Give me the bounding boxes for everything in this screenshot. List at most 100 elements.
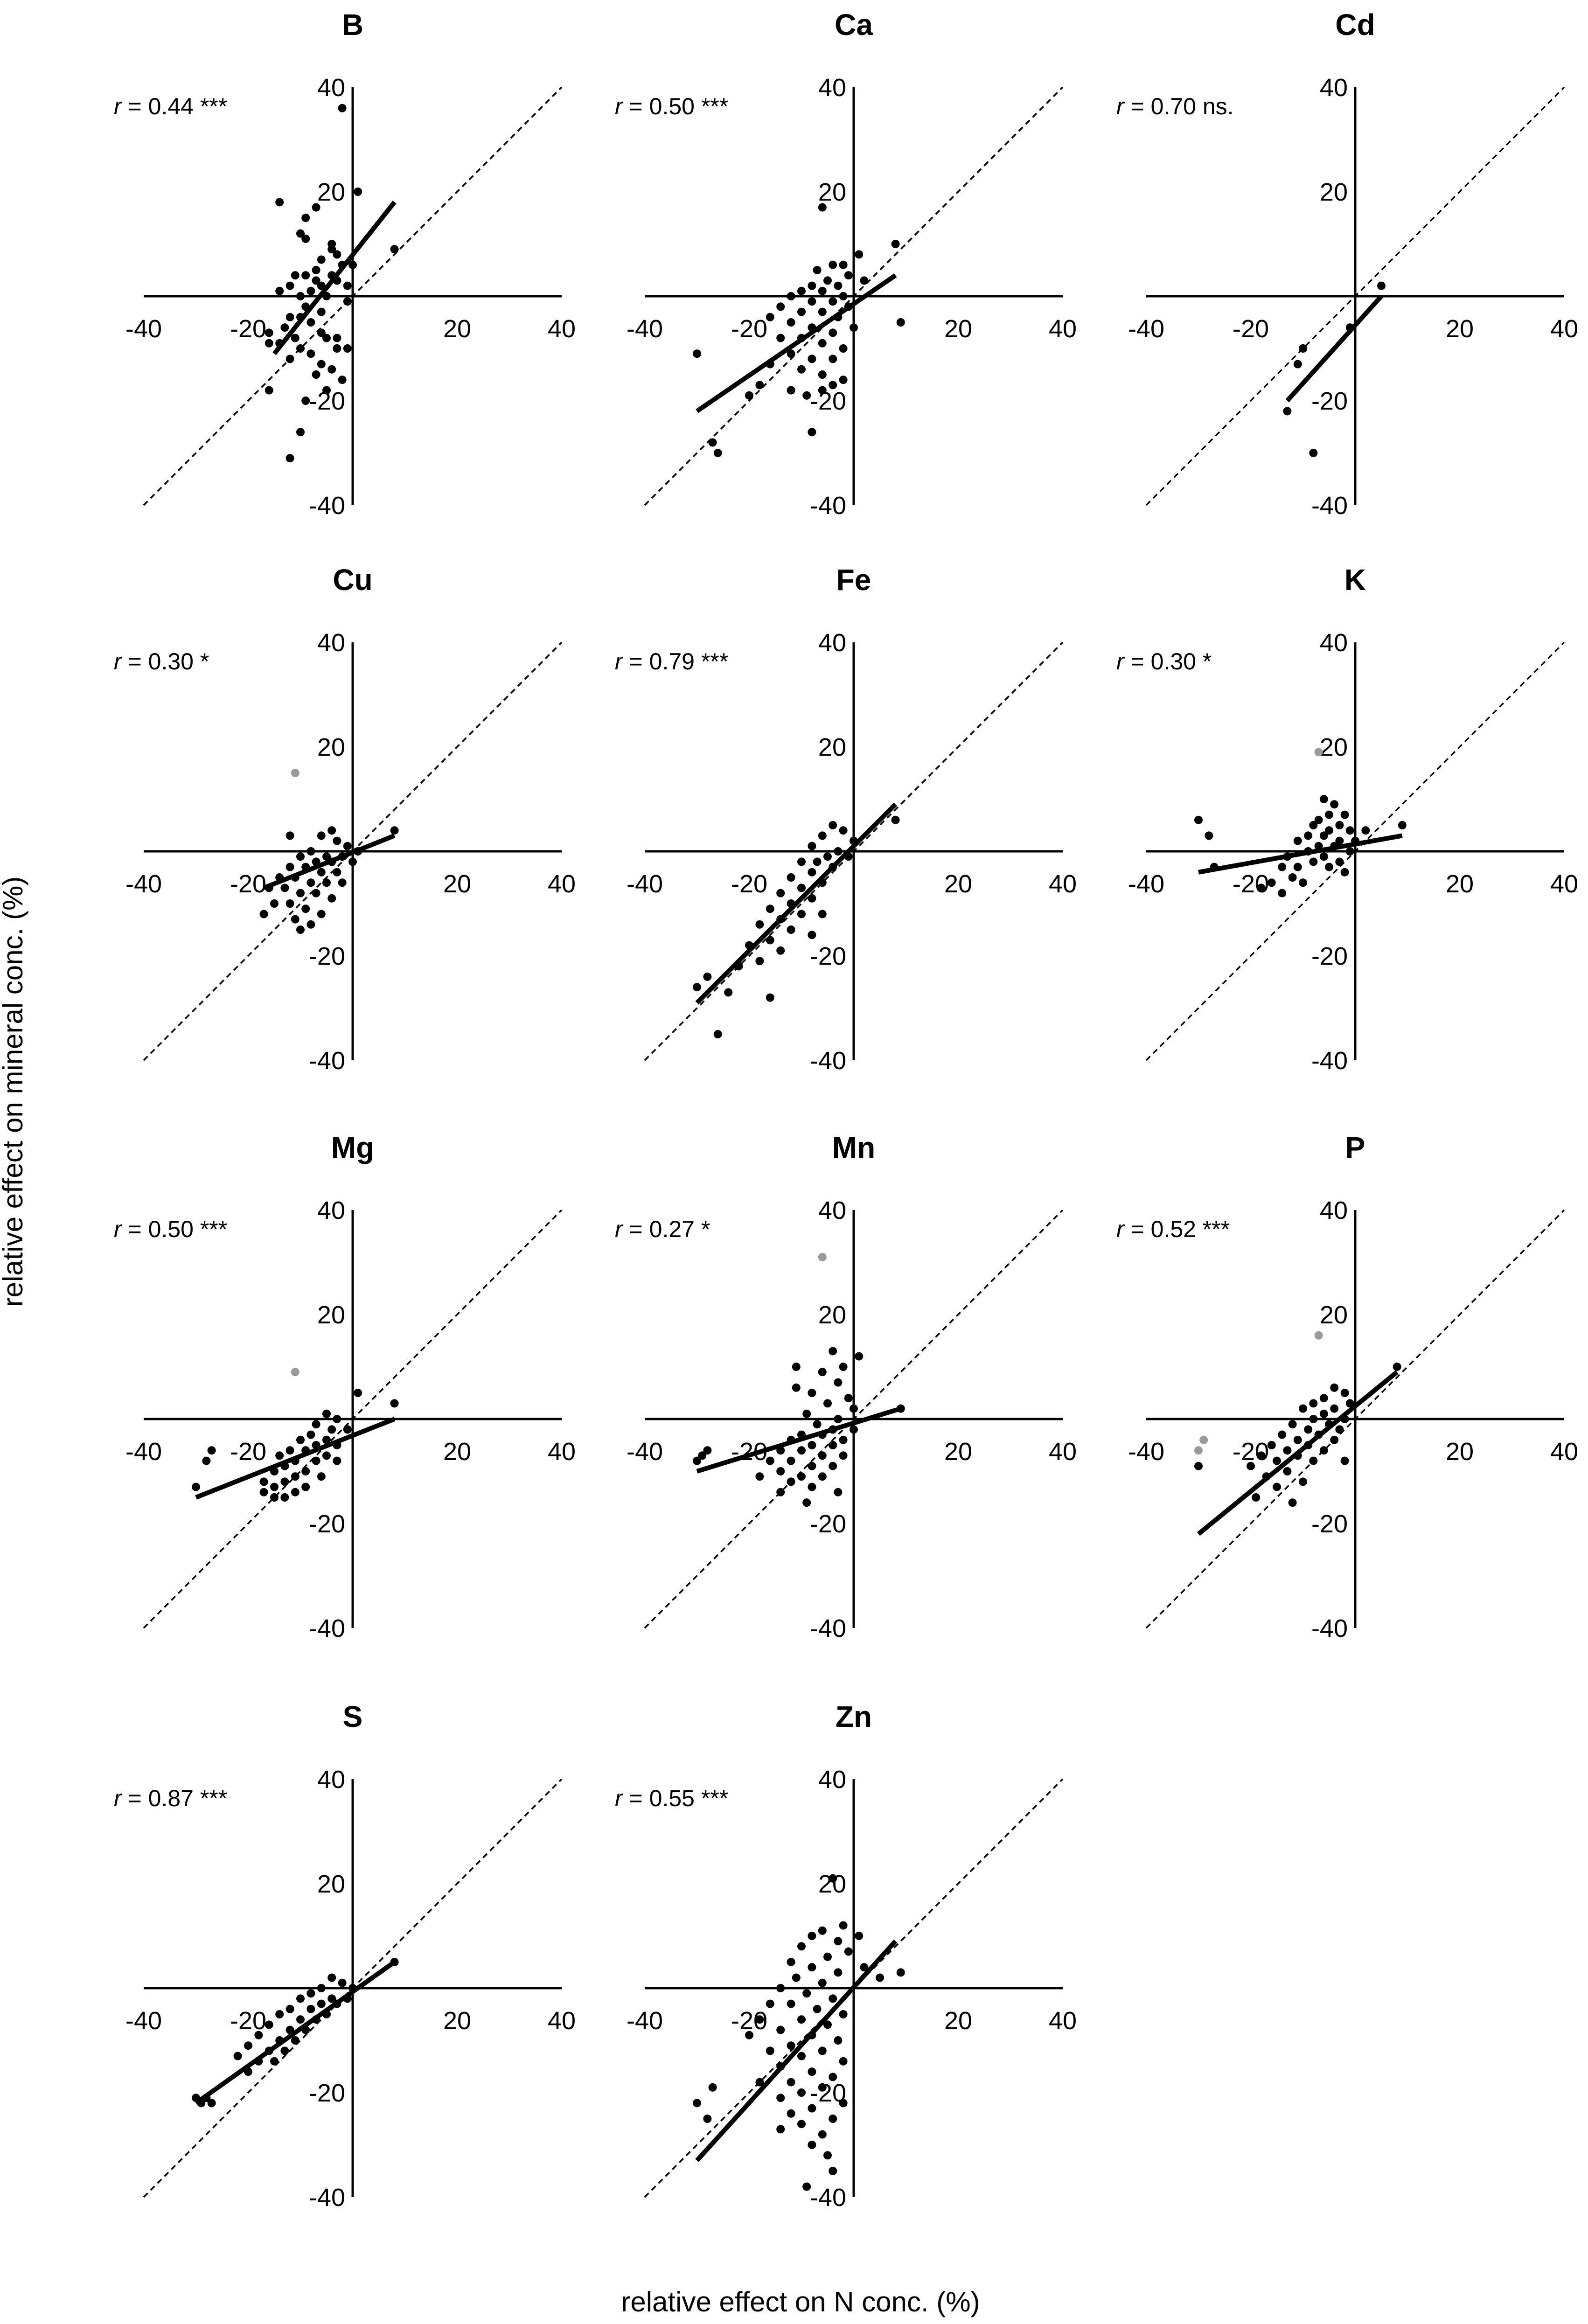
data-point bbox=[1309, 857, 1318, 866]
data-point bbox=[787, 349, 795, 358]
outlier-point bbox=[1199, 1435, 1208, 1444]
data-point bbox=[844, 271, 853, 280]
data-point bbox=[839, 2010, 848, 2018]
data-point bbox=[296, 428, 305, 437]
data-point bbox=[233, 2052, 242, 2060]
data-point bbox=[343, 344, 352, 353]
data-point bbox=[296, 229, 305, 238]
data-point bbox=[317, 1984, 326, 1992]
data-point bbox=[766, 905, 774, 913]
data-point bbox=[312, 276, 320, 285]
data-point bbox=[306, 349, 315, 358]
data-point bbox=[823, 2020, 832, 2029]
correlation-label: r = 0.87 *** bbox=[114, 1785, 227, 1811]
correlation-label: r = 0.52 *** bbox=[1116, 1216, 1230, 1242]
data-point bbox=[301, 214, 310, 222]
x-tick-label: -40 bbox=[627, 2007, 663, 2035]
data-point bbox=[343, 842, 352, 850]
data-point bbox=[348, 857, 357, 866]
data-point bbox=[808, 1461, 816, 1470]
data-point bbox=[834, 1488, 843, 1496]
data-point bbox=[317, 868, 326, 877]
x-tick-label: -20 bbox=[1233, 315, 1269, 343]
data-point bbox=[270, 1493, 279, 1502]
data-point bbox=[829, 2115, 837, 2123]
data-point bbox=[802, 1989, 811, 1998]
data-point bbox=[317, 910, 326, 918]
data-point bbox=[312, 203, 320, 212]
data-point bbox=[259, 910, 268, 918]
data-point bbox=[808, 931, 816, 939]
data-point bbox=[1314, 815, 1323, 824]
data-point bbox=[1340, 1389, 1349, 1397]
data-point bbox=[1398, 821, 1407, 829]
data-point bbox=[829, 328, 837, 337]
panel-title: Fe bbox=[836, 563, 871, 597]
data-point bbox=[1194, 1461, 1203, 1470]
x-tick-label: 20 bbox=[1446, 315, 1474, 343]
data-point bbox=[834, 1378, 843, 1387]
data-point bbox=[829, 355, 837, 363]
y-tick-label: -20 bbox=[1311, 387, 1348, 415]
panel-s: -40 -20 20 40 -40 -20 20 40 Sr = 0.87 *** bbox=[114, 1700, 576, 2212]
data-point bbox=[792, 1383, 801, 1392]
panel-p: -40 -20 20 40 -40 -20 20 40 Pr = 0.52 *** bbox=[1116, 1131, 1578, 1642]
data-point bbox=[860, 276, 869, 285]
data-point bbox=[850, 1425, 858, 1434]
data-point bbox=[333, 344, 341, 353]
data-point bbox=[713, 449, 722, 457]
data-point bbox=[834, 2036, 843, 2045]
data-point bbox=[755, 381, 764, 390]
data-point bbox=[291, 271, 299, 280]
regression-line bbox=[263, 833, 396, 891]
data-point bbox=[296, 2015, 305, 2024]
y-tick-label: 20 bbox=[317, 733, 345, 761]
correlation-label: r = 0.50 *** bbox=[114, 1216, 227, 1242]
y-tick-label: -20 bbox=[309, 1510, 345, 1538]
data-point bbox=[839, 1451, 848, 1460]
data-point bbox=[1319, 1409, 1328, 1418]
data-point bbox=[855, 250, 864, 259]
y-tick-label: 40 bbox=[818, 1766, 846, 1794]
data-point bbox=[1319, 795, 1328, 803]
data-point bbox=[818, 1451, 827, 1460]
panel-title: B bbox=[342, 8, 363, 42]
data-point bbox=[312, 889, 320, 898]
data-point bbox=[823, 1399, 832, 1408]
y-tick-label: -20 bbox=[309, 2079, 345, 2107]
x-tick-label: 20 bbox=[443, 2007, 471, 2035]
outlier-point bbox=[1314, 748, 1323, 757]
panel-title: S bbox=[343, 1700, 363, 1733]
regression-line bbox=[1285, 294, 1383, 403]
data-point bbox=[1257, 1451, 1266, 1460]
data-point bbox=[265, 386, 273, 395]
data-point bbox=[1299, 344, 1307, 353]
data-point bbox=[1278, 889, 1287, 898]
data-point bbox=[1330, 1404, 1339, 1413]
data-point bbox=[327, 245, 336, 254]
data-point bbox=[896, 1968, 905, 1977]
data-point bbox=[390, 1399, 399, 1408]
outlier-point bbox=[1194, 1446, 1203, 1455]
data-point bbox=[813, 2004, 822, 2013]
correlation-label: r = 0.30 * bbox=[114, 648, 209, 675]
data-point bbox=[296, 925, 305, 934]
data-point bbox=[286, 863, 294, 871]
data-point bbox=[1247, 1461, 1255, 1470]
data-point bbox=[818, 386, 827, 395]
data-point bbox=[286, 281, 294, 290]
y-tick-label: 40 bbox=[317, 629, 345, 657]
data-point bbox=[286, 831, 294, 840]
data-point bbox=[1293, 1435, 1302, 1444]
y-tick-label: 20 bbox=[818, 1301, 846, 1329]
data-point bbox=[1309, 1456, 1318, 1465]
data-point bbox=[818, 1978, 827, 1987]
data-point bbox=[296, 852, 305, 861]
data-point bbox=[1288, 1498, 1297, 1507]
y-tick-label: 40 bbox=[818, 1197, 846, 1225]
data-point bbox=[818, 1926, 827, 1935]
x-tick-label: -40 bbox=[125, 870, 162, 898]
panel-fe: -40 -20 20 40 -40 -20 20 40 Fe r = 0.79 *** bbox=[615, 563, 1077, 1075]
correlation-label: r = 0.50 *** bbox=[615, 93, 728, 119]
